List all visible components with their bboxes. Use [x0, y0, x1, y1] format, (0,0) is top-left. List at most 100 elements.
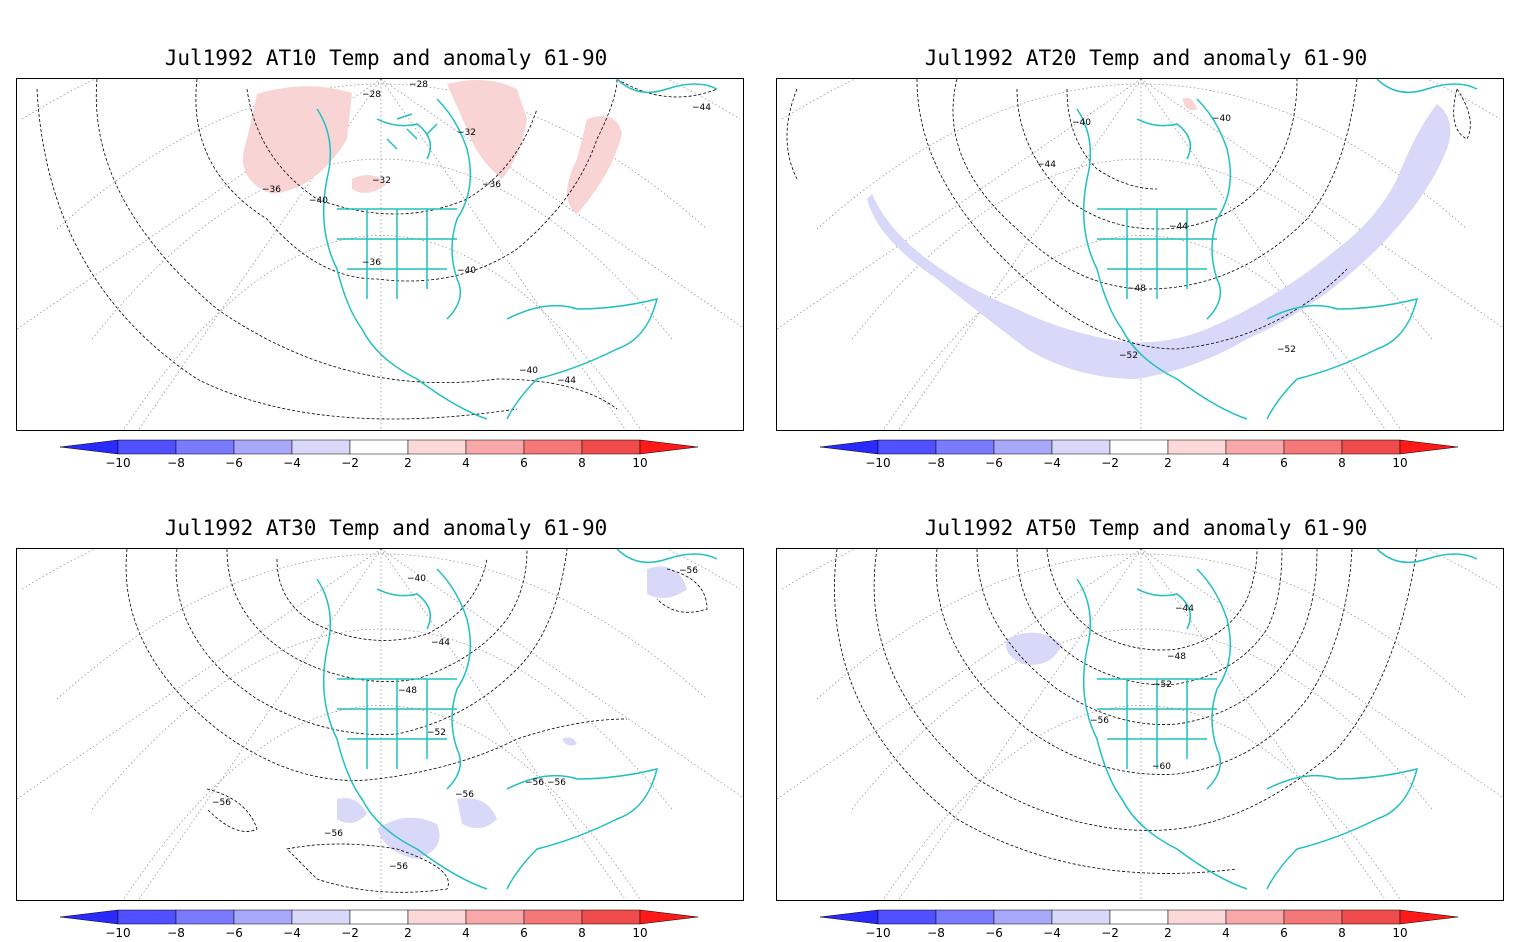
- colorbar-tick-label: 4: [1222, 926, 1230, 940]
- contour-label: −56: [525, 778, 544, 788]
- colorbar-tick-label: −10: [865, 926, 890, 940]
- colorbar-tick-label: −6: [985, 926, 1003, 940]
- colorbar-tick-label: 4: [462, 456, 470, 470]
- colorbar-tick-label: −2: [1101, 456, 1119, 470]
- colorbar-segment: [1225, 909, 1285, 925]
- contour-label: −56: [1090, 716, 1109, 726]
- map-svg: −44 −48 −52 −56 −60: [777, 549, 1503, 900]
- anomaly-shading: [1006, 632, 1062, 665]
- contour-label: −40: [407, 574, 426, 584]
- colorbar-segment: [117, 909, 177, 925]
- colorbar-tick-label: 10: [632, 926, 647, 940]
- panel-title: Jul1992 AT20 Temp and anomaly 61-90: [924, 46, 1368, 70]
- map-plot: −44 −48 −52 −56 −60: [776, 548, 1504, 901]
- colorbar-arrow-low: [60, 439, 119, 455]
- contour-label: −48: [398, 686, 417, 696]
- colorbar-segment: [1283, 909, 1343, 925]
- contour-label: −40: [1072, 118, 1091, 128]
- contour-label: −56: [455, 790, 474, 800]
- colorbar-segment: [175, 439, 235, 455]
- colorbar-arrow-high: [1399, 909, 1459, 925]
- colorbar-segment: [291, 439, 351, 455]
- colorbar-segment: [581, 909, 641, 925]
- colorbar-svg: −10 −8 −6 −4 −2 2 4 6 8 10: [820, 909, 1459, 940]
- colorbar-arrow-high: [639, 439, 699, 455]
- contours: [786, 79, 1471, 350]
- contour-label: −32: [457, 128, 476, 138]
- graticule: [777, 79, 1503, 430]
- colorbar-svg: −10 −8 −6 −4 −2 2 4 6 8 10: [60, 909, 699, 940]
- colorbar-arrow-high: [639, 909, 699, 925]
- colorbar-tick-label: 10: [632, 456, 647, 470]
- contour-label: −44: [1169, 222, 1188, 232]
- colorbar-tick-label: 10: [1392, 926, 1407, 940]
- colorbar: −10 −8 −6 −4 −2 2 4 6 8 10: [820, 908, 1464, 942]
- contour-label: −44: [557, 376, 576, 386]
- coastlines: [316, 549, 718, 890]
- contour-label: −36: [362, 258, 381, 268]
- contour-label: −44: [1037, 160, 1056, 170]
- colorbar-tick-label: −10: [105, 456, 130, 470]
- contour-label: −40: [519, 366, 538, 376]
- colorbar-tick-label: −6: [225, 456, 243, 470]
- coastlines: [1076, 79, 1478, 420]
- colorbar-segment: [1341, 909, 1401, 925]
- colorbar-segment: [935, 909, 995, 925]
- contour-label: −44: [431, 638, 450, 648]
- colorbar-segment: [1051, 909, 1111, 925]
- contour-label: −44: [1175, 604, 1194, 614]
- contour-label: −36: [262, 185, 281, 195]
- colorbar-tick-label: 8: [578, 926, 586, 940]
- contour-label: −32: [372, 176, 391, 186]
- colorbar-tick-label: −10: [865, 456, 890, 470]
- contour-label: −48: [1127, 284, 1146, 294]
- map-svg: −28 −28 −32 −32 −36 −36 −40 −36 −40 −44 …: [17, 79, 743, 430]
- colorbar-segment: [465, 909, 525, 925]
- colorbar-segment: [1341, 439, 1401, 455]
- graticule: [17, 549, 743, 900]
- colorbar-tick-label: −10: [105, 926, 130, 940]
- map-svg: −40 −40 −44 −44 −48 −52 −52: [777, 79, 1503, 430]
- contour-label: −36: [482, 180, 501, 190]
- colorbar: −10 −8 −6 −4 −2 2 4 6 8 10: [60, 438, 704, 472]
- contours: [834, 549, 1418, 874]
- colorbar-segment: [581, 439, 641, 455]
- colorbar-segment: [993, 439, 1053, 455]
- contour-label: −48: [1167, 652, 1186, 662]
- anomaly-shading: [242, 80, 622, 214]
- colorbar-tick-label: 2: [404, 456, 412, 470]
- colorbar: −10 −8 −6 −4 −2 2 4 6 8 10: [60, 908, 704, 942]
- colorbar-tick-label: 4: [1222, 456, 1230, 470]
- contour-label: −56: [679, 566, 698, 576]
- colorbar-tick-label: −8: [167, 456, 185, 470]
- colorbar-tick-label: 2: [404, 926, 412, 940]
- anomaly-shading: [867, 97, 1451, 379]
- colorbar-segment: [1167, 909, 1227, 925]
- colorbar-segment: [1051, 439, 1111, 455]
- colorbar-tick-label: 6: [1280, 926, 1288, 940]
- contour-label: −52: [1277, 345, 1296, 355]
- colorbar-segment: [349, 909, 409, 925]
- colorbar-segment: [233, 439, 293, 455]
- colorbar-segment: [117, 439, 177, 455]
- colorbar-tick-label: 6: [520, 926, 528, 940]
- coastlines: [1076, 549, 1478, 890]
- colorbar-tick-label: 8: [578, 456, 586, 470]
- colorbar-tick-label: 6: [520, 456, 528, 470]
- colorbar-tick-label: −6: [985, 456, 1003, 470]
- map-plot: −40 −56 −44 −48 −52 −56 −56 −56 −56 −56 …: [16, 548, 744, 901]
- colorbar-tick-label: −4: [283, 926, 301, 940]
- colorbar-segment: [935, 439, 995, 455]
- contour-label: −60: [1152, 762, 1171, 772]
- panel-title: Jul1992 AT30 Temp and anomaly 61-90: [164, 516, 608, 540]
- colorbar-arrow-low: [820, 909, 879, 925]
- colorbar-tick-label: −4: [1043, 926, 1061, 940]
- contour-label: −52: [1119, 351, 1138, 361]
- colorbar-segment: [877, 439, 937, 455]
- panel-title: Jul1992 AT50 Temp and anomaly 61-90: [924, 516, 1368, 540]
- contour-label: −40: [309, 196, 328, 206]
- colorbar-tick-label: −8: [167, 926, 185, 940]
- colorbar-segment: [407, 439, 467, 455]
- contour-label: −56: [389, 862, 408, 872]
- panel-title: Jul1992 AT10 Temp and anomaly 61-90: [164, 46, 608, 70]
